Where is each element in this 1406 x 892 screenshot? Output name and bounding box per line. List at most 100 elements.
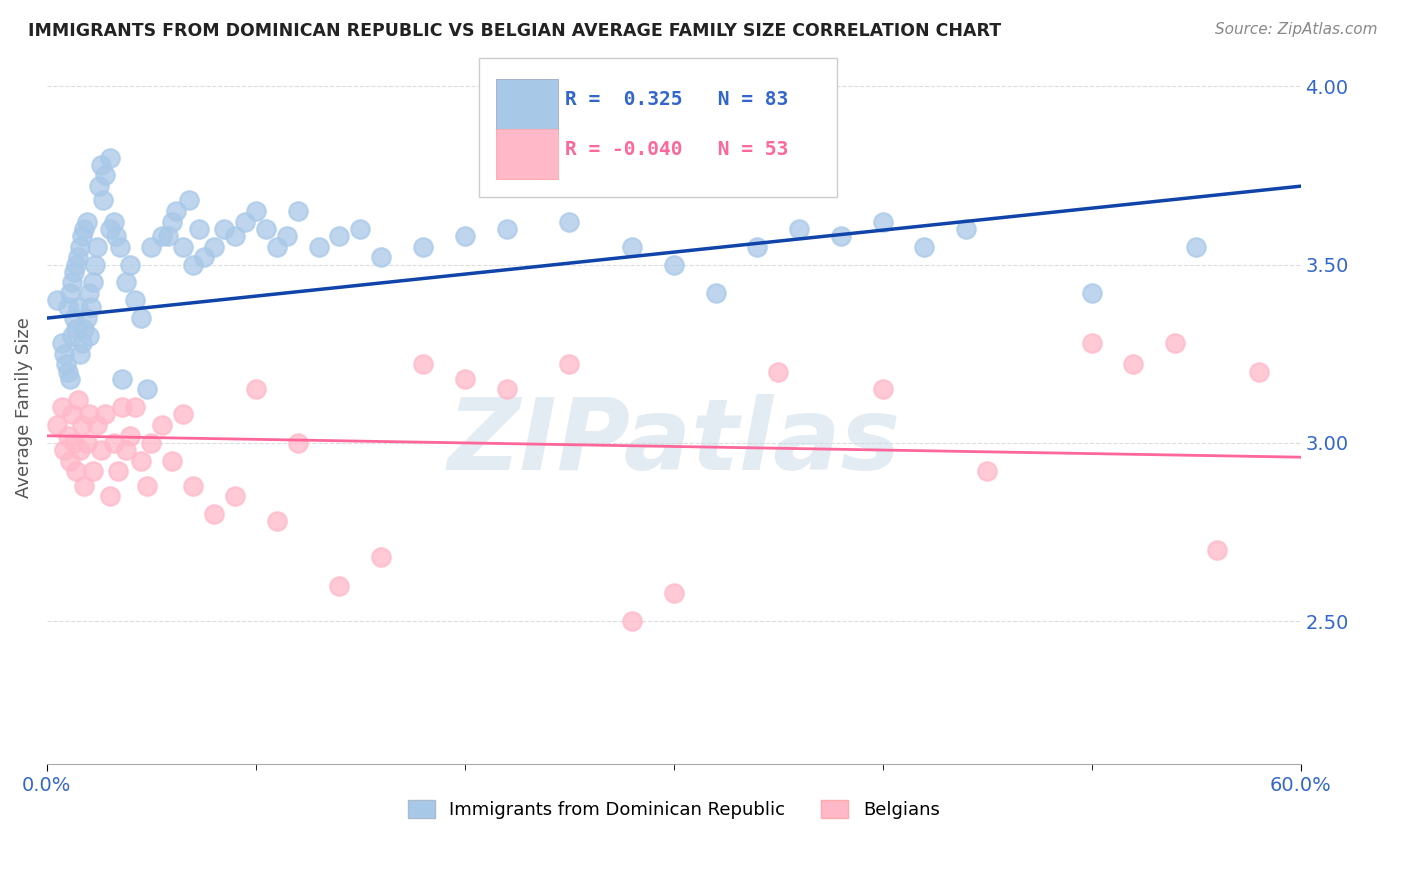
Point bbox=[65, 258, 87, 272]
Point bbox=[245, 383, 267, 397]
Point bbox=[76, 215, 98, 229]
Point bbox=[86, 418, 108, 433]
Point bbox=[52, 347, 75, 361]
Point bbox=[94, 408, 117, 422]
Point bbox=[90, 158, 112, 172]
Point bbox=[224, 489, 246, 503]
Point bbox=[370, 549, 392, 564]
Point bbox=[72, 336, 94, 351]
Point bbox=[172, 408, 194, 422]
Point bbox=[328, 578, 350, 592]
Point bbox=[55, 358, 77, 372]
Point bbox=[412, 240, 434, 254]
Point bbox=[129, 454, 152, 468]
Point bbox=[214, 222, 236, 236]
Point bbox=[276, 229, 298, 244]
Point bbox=[872, 215, 894, 229]
Point bbox=[1164, 336, 1187, 351]
Point bbox=[830, 229, 852, 244]
Point bbox=[80, 301, 103, 315]
Point bbox=[1247, 365, 1270, 379]
Point bbox=[136, 479, 159, 493]
Point bbox=[412, 358, 434, 372]
Point bbox=[63, 436, 86, 450]
Point bbox=[72, 229, 94, 244]
Point bbox=[1185, 240, 1208, 254]
Point bbox=[1080, 336, 1102, 351]
Point bbox=[67, 301, 90, 315]
Point bbox=[141, 436, 163, 450]
Point bbox=[157, 229, 180, 244]
Point bbox=[67, 251, 90, 265]
Point bbox=[495, 383, 517, 397]
Point bbox=[59, 372, 82, 386]
Point bbox=[65, 322, 87, 336]
Point bbox=[349, 222, 371, 236]
Point bbox=[454, 372, 477, 386]
Point bbox=[51, 336, 73, 351]
Point bbox=[51, 401, 73, 415]
Point bbox=[787, 222, 810, 236]
Point bbox=[98, 151, 121, 165]
Point bbox=[115, 443, 138, 458]
Point bbox=[89, 179, 111, 194]
Point bbox=[495, 222, 517, 236]
Point bbox=[558, 358, 581, 372]
Point bbox=[60, 329, 83, 343]
Point bbox=[129, 311, 152, 326]
Point bbox=[115, 276, 138, 290]
Point bbox=[141, 240, 163, 254]
Point bbox=[46, 418, 69, 433]
Point bbox=[63, 311, 86, 326]
Point bbox=[52, 443, 75, 458]
Point bbox=[162, 215, 184, 229]
Point bbox=[558, 215, 581, 229]
Point bbox=[747, 240, 769, 254]
Point bbox=[308, 240, 330, 254]
Text: ZIPatlas: ZIPatlas bbox=[447, 394, 900, 491]
Point bbox=[90, 443, 112, 458]
Point bbox=[77, 286, 100, 301]
Point bbox=[165, 204, 187, 219]
Point bbox=[60, 408, 83, 422]
Point bbox=[328, 229, 350, 244]
Point bbox=[162, 454, 184, 468]
Point bbox=[82, 465, 104, 479]
Point bbox=[107, 465, 129, 479]
Point bbox=[56, 301, 79, 315]
Point bbox=[56, 365, 79, 379]
Point bbox=[704, 286, 727, 301]
Point bbox=[91, 194, 114, 208]
Point bbox=[454, 229, 477, 244]
Text: IMMIGRANTS FROM DOMINICAN REPUBLIC VS BELGIAN AVERAGE FAMILY SIZE CORRELATION CH: IMMIGRANTS FROM DOMINICAN REPUBLIC VS BE… bbox=[28, 22, 1001, 40]
Point bbox=[224, 229, 246, 244]
Point bbox=[1080, 286, 1102, 301]
Point bbox=[120, 258, 142, 272]
Point bbox=[172, 240, 194, 254]
Point bbox=[73, 322, 96, 336]
Point bbox=[60, 276, 83, 290]
Point bbox=[266, 514, 288, 528]
Point bbox=[202, 507, 225, 521]
Point bbox=[98, 489, 121, 503]
Point bbox=[287, 204, 309, 219]
Point bbox=[108, 240, 131, 254]
FancyBboxPatch shape bbox=[496, 79, 558, 129]
Point bbox=[1122, 358, 1144, 372]
Point bbox=[76, 436, 98, 450]
Point bbox=[98, 222, 121, 236]
Point bbox=[181, 258, 204, 272]
Point bbox=[56, 429, 79, 443]
Point bbox=[69, 347, 91, 361]
Point bbox=[193, 251, 215, 265]
Point bbox=[65, 465, 87, 479]
Point bbox=[94, 169, 117, 183]
Point bbox=[266, 240, 288, 254]
Point bbox=[82, 276, 104, 290]
Point bbox=[254, 222, 277, 236]
Point bbox=[620, 240, 643, 254]
Point bbox=[177, 194, 200, 208]
Point bbox=[914, 240, 936, 254]
Text: R = -0.040   N = 53: R = -0.040 N = 53 bbox=[565, 140, 787, 159]
Point bbox=[766, 365, 789, 379]
